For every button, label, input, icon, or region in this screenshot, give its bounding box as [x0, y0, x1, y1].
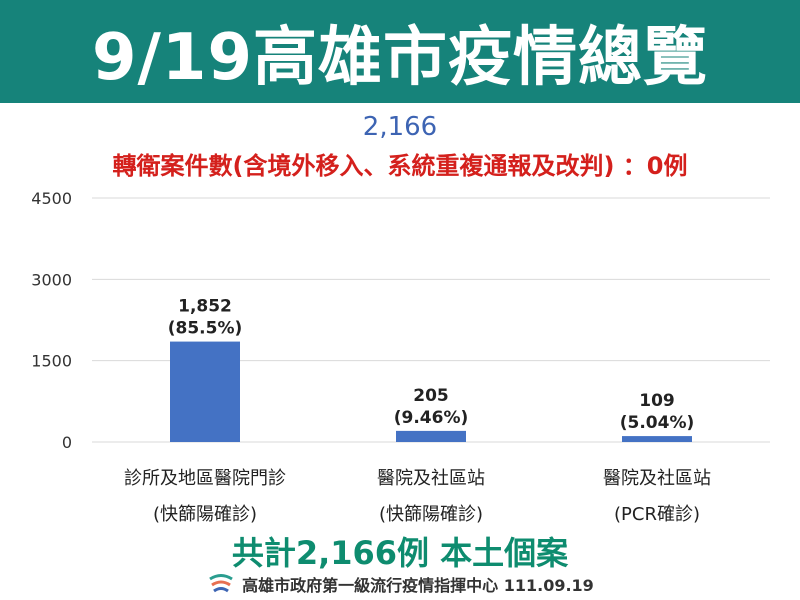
bar: [170, 341, 240, 442]
bar: [396, 430, 466, 442]
footer-text: 高雄市政府第一級流行疫情指揮中心 111.09.19: [242, 576, 594, 595]
transfer-note: 轉衛案件數(含境外移入、系統重複通報及改判) ：0例: [112, 152, 688, 180]
bar: [622, 436, 692, 442]
data-label-count: 205: [413, 386, 449, 406]
category-label: 診所及地區醫院門診: [124, 468, 286, 489]
data-label-percent: (5.04%): [620, 413, 695, 433]
header-banner: 9/19高雄市疫情總覽: [0, 0, 800, 103]
total-number: 2,166: [362, 112, 438, 142]
data-label-percent: (85.5%): [168, 319, 243, 339]
footer: 高雄市政府第一級流行疫情指揮中心 111.09.19: [0, 571, 800, 597]
category-label: 醫院及社區站: [603, 468, 711, 489]
y-tick-label: 0: [62, 433, 72, 452]
category-label: 醫院及社區站: [377, 468, 485, 489]
data-label-count: 109: [639, 391, 675, 411]
y-tick-label: 4500: [31, 189, 72, 208]
data-label-count: 1,852: [178, 297, 232, 317]
kaohsiung-logo-icon: [209, 574, 233, 593]
data-label-percent: (9.46%): [394, 408, 469, 428]
category-sublabel: (PCR確診): [614, 504, 700, 525]
y-tick-label: 1500: [31, 352, 72, 371]
category-sublabel: (快篩陽確診): [379, 504, 483, 525]
summary-total: 共計2,166例 本土個案: [231, 534, 569, 572]
y-tick-label: 3000: [31, 270, 72, 289]
category-sublabel: (快篩陽確診): [153, 504, 257, 525]
page-title: 9/19高雄市疫情總覽: [92, 20, 708, 95]
bar-chart: 0 1500 3000 4500 1,852(85.5%) 診所及地區醫院門診 (快篩陽確診…: [31, 189, 770, 525]
